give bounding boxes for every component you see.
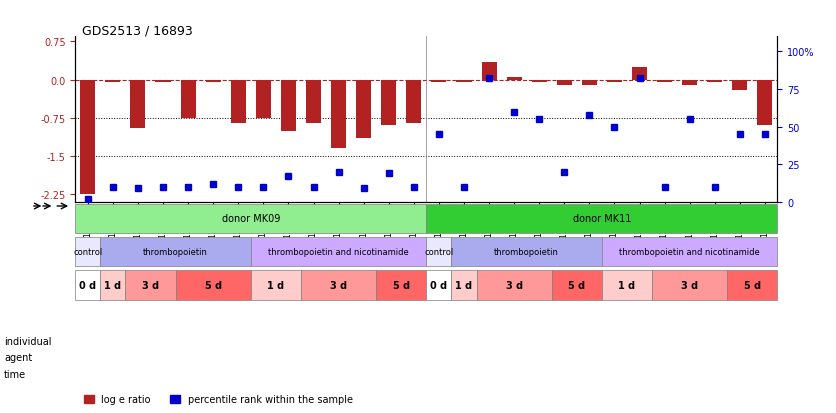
Text: 1 d: 1 d (268, 280, 284, 290)
Text: 0 d: 0 d (79, 280, 96, 290)
Bar (306, 81, 321, 123)
Bar (482, 63, 497, 81)
Bar (206, 81, 221, 83)
Bar (682, 81, 697, 85)
FancyBboxPatch shape (176, 270, 251, 300)
FancyBboxPatch shape (426, 270, 451, 300)
FancyBboxPatch shape (426, 204, 777, 234)
Text: agent: agent (4, 352, 33, 362)
Bar (406, 81, 421, 123)
Text: thrombopoietin and nicotinamide: thrombopoietin and nicotinamide (268, 247, 409, 256)
FancyBboxPatch shape (251, 237, 426, 267)
Text: time: time (4, 369, 26, 379)
FancyBboxPatch shape (125, 270, 176, 300)
Text: 1 d: 1 d (104, 280, 121, 290)
Text: thrombopoietin and nicotinamide: thrombopoietin and nicotinamide (619, 247, 760, 256)
Text: 3 d: 3 d (681, 280, 698, 290)
Text: thrombopoietin: thrombopoietin (143, 247, 208, 256)
Text: 5 d: 5 d (205, 280, 222, 290)
FancyBboxPatch shape (301, 270, 376, 300)
Text: control: control (425, 247, 453, 256)
Bar (281, 81, 296, 131)
Bar (130, 81, 145, 129)
Text: 1 d: 1 d (456, 280, 472, 290)
FancyBboxPatch shape (602, 237, 777, 267)
FancyBboxPatch shape (426, 237, 451, 267)
Text: 3 d: 3 d (330, 280, 347, 290)
FancyBboxPatch shape (552, 270, 602, 300)
FancyBboxPatch shape (602, 270, 652, 300)
Text: 1 d: 1 d (619, 280, 635, 290)
Bar (356, 81, 371, 139)
Text: 3 d: 3 d (142, 280, 159, 290)
Bar (256, 81, 271, 119)
FancyBboxPatch shape (100, 270, 125, 300)
Text: 0 d: 0 d (431, 280, 447, 290)
Text: control: control (74, 247, 102, 256)
Bar (557, 81, 572, 85)
FancyBboxPatch shape (477, 270, 552, 300)
Bar (507, 78, 522, 81)
Text: 5 d: 5 d (744, 280, 761, 290)
Bar (732, 81, 747, 90)
FancyBboxPatch shape (75, 270, 100, 300)
Bar (231, 81, 246, 123)
Legend: log e ratio, percentile rank within the sample: log e ratio, percentile rank within the … (80, 390, 357, 408)
Bar (80, 81, 95, 195)
FancyBboxPatch shape (727, 270, 777, 300)
FancyBboxPatch shape (75, 204, 426, 234)
Bar (607, 81, 622, 83)
Text: 5 d: 5 d (568, 280, 585, 290)
FancyBboxPatch shape (376, 270, 426, 300)
Text: individual: individual (4, 336, 52, 346)
FancyBboxPatch shape (251, 270, 301, 300)
Bar (181, 81, 196, 119)
FancyBboxPatch shape (451, 237, 602, 267)
FancyBboxPatch shape (451, 270, 477, 300)
Bar (331, 81, 346, 149)
Bar (155, 81, 171, 83)
Bar (431, 81, 446, 83)
Bar (757, 81, 772, 126)
Text: donor MK11: donor MK11 (573, 214, 631, 224)
Bar (456, 81, 472, 83)
Bar (582, 81, 597, 85)
Text: 3 d: 3 d (506, 280, 522, 290)
Text: thrombopoietin: thrombopoietin (494, 247, 559, 256)
Text: GDS2513 / 16893: GDS2513 / 16893 (82, 24, 193, 37)
Bar (707, 81, 722, 83)
Bar (632, 68, 647, 81)
Bar (657, 81, 672, 83)
Bar (381, 81, 396, 126)
Bar (532, 81, 547, 83)
Text: donor MK09: donor MK09 (222, 214, 280, 224)
Bar (105, 81, 120, 83)
Text: 5 d: 5 d (393, 280, 410, 290)
FancyBboxPatch shape (75, 237, 100, 267)
FancyBboxPatch shape (100, 237, 251, 267)
FancyBboxPatch shape (652, 270, 727, 300)
